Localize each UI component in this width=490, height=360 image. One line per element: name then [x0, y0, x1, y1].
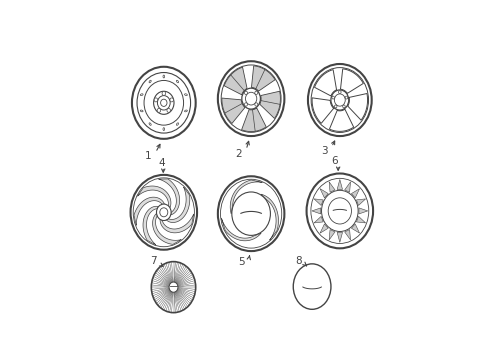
Polygon shape — [359, 208, 368, 214]
Ellipse shape — [176, 123, 178, 125]
Text: 6: 6 — [331, 156, 338, 166]
Polygon shape — [329, 109, 354, 131]
Ellipse shape — [293, 264, 331, 309]
Ellipse shape — [157, 96, 170, 110]
Polygon shape — [143, 206, 159, 245]
Text: 4: 4 — [159, 158, 165, 168]
Ellipse shape — [162, 91, 166, 95]
Polygon shape — [222, 98, 245, 123]
Polygon shape — [230, 180, 262, 214]
Ellipse shape — [255, 103, 258, 106]
Ellipse shape — [335, 105, 337, 108]
Ellipse shape — [185, 110, 187, 112]
Ellipse shape — [221, 65, 281, 132]
Polygon shape — [341, 69, 364, 93]
Ellipse shape — [245, 103, 247, 106]
Ellipse shape — [308, 64, 372, 136]
Ellipse shape — [339, 91, 341, 94]
Ellipse shape — [137, 72, 191, 133]
Ellipse shape — [332, 96, 335, 99]
Text: 7: 7 — [150, 256, 157, 266]
Ellipse shape — [149, 80, 151, 83]
Ellipse shape — [245, 92, 257, 105]
Ellipse shape — [157, 108, 161, 112]
Polygon shape — [344, 182, 350, 192]
Polygon shape — [351, 224, 360, 233]
Polygon shape — [320, 224, 328, 233]
Polygon shape — [160, 214, 194, 233]
Polygon shape — [221, 219, 261, 241]
Polygon shape — [320, 189, 328, 198]
Ellipse shape — [321, 190, 358, 231]
Ellipse shape — [220, 179, 282, 248]
Ellipse shape — [218, 176, 284, 251]
Polygon shape — [329, 230, 335, 240]
Ellipse shape — [140, 94, 143, 95]
Ellipse shape — [140, 110, 143, 112]
Ellipse shape — [343, 105, 345, 108]
Ellipse shape — [331, 90, 349, 110]
Polygon shape — [138, 186, 171, 208]
Ellipse shape — [169, 282, 178, 292]
Ellipse shape — [170, 98, 173, 102]
Polygon shape — [351, 189, 360, 198]
Polygon shape — [312, 208, 321, 214]
Polygon shape — [224, 67, 247, 95]
Text: 3: 3 — [321, 146, 328, 156]
Ellipse shape — [176, 80, 178, 83]
Ellipse shape — [163, 75, 165, 78]
Polygon shape — [337, 180, 343, 189]
Ellipse shape — [153, 91, 174, 114]
Polygon shape — [251, 66, 275, 91]
Ellipse shape — [255, 91, 258, 95]
Polygon shape — [329, 182, 335, 192]
Polygon shape — [356, 199, 366, 206]
Ellipse shape — [245, 91, 247, 95]
Text: 2: 2 — [235, 149, 242, 159]
Ellipse shape — [185, 94, 187, 95]
Ellipse shape — [334, 94, 345, 106]
Polygon shape — [337, 233, 343, 242]
Text: 1: 1 — [145, 151, 151, 161]
Polygon shape — [315, 69, 337, 96]
Polygon shape — [159, 179, 180, 215]
Ellipse shape — [133, 178, 195, 247]
Polygon shape — [261, 194, 278, 240]
Polygon shape — [344, 230, 350, 240]
Ellipse shape — [167, 108, 171, 112]
Ellipse shape — [345, 96, 348, 99]
Text: 5: 5 — [239, 257, 245, 267]
Ellipse shape — [218, 61, 284, 136]
Ellipse shape — [132, 67, 196, 139]
Text: 8: 8 — [295, 256, 302, 266]
Polygon shape — [314, 199, 323, 206]
Ellipse shape — [156, 204, 171, 221]
Polygon shape — [167, 187, 190, 222]
Ellipse shape — [151, 262, 196, 312]
Polygon shape — [134, 197, 165, 225]
Ellipse shape — [311, 178, 369, 243]
Ellipse shape — [161, 99, 167, 107]
Polygon shape — [314, 216, 323, 223]
Polygon shape — [356, 216, 366, 223]
Ellipse shape — [149, 123, 151, 125]
Polygon shape — [312, 98, 334, 123]
Ellipse shape — [232, 192, 270, 235]
Ellipse shape — [144, 80, 184, 125]
Ellipse shape — [328, 198, 351, 224]
Ellipse shape — [242, 88, 261, 109]
Ellipse shape — [160, 208, 168, 217]
Ellipse shape — [311, 68, 368, 132]
Ellipse shape — [163, 128, 165, 131]
Ellipse shape — [307, 174, 373, 248]
Polygon shape — [348, 94, 368, 120]
Polygon shape — [260, 91, 280, 118]
Ellipse shape — [130, 175, 197, 250]
Polygon shape — [152, 213, 181, 244]
Ellipse shape — [154, 98, 158, 102]
Polygon shape — [242, 108, 266, 131]
